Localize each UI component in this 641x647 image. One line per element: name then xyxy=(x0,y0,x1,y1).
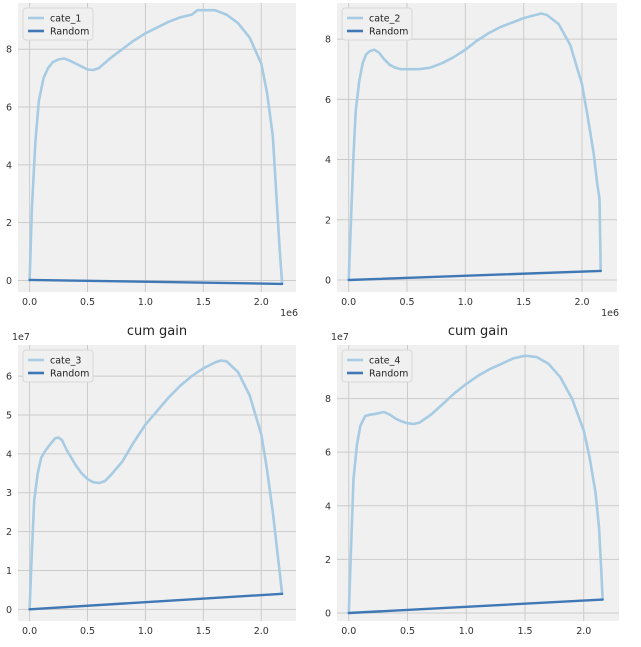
y-tick-label: 0 xyxy=(325,275,331,286)
series-line-random xyxy=(28,592,284,611)
legend-entry: cate_2 xyxy=(369,14,400,25)
y-tick-label: 1 xyxy=(6,566,12,577)
y-scale-label: 1e7 xyxy=(12,332,30,343)
x-tick-label: 0.0 xyxy=(341,297,356,308)
legend-entry: cate_1 xyxy=(50,14,81,25)
y-tick-label: 6 xyxy=(325,448,331,459)
x-tick-label: 1.0 xyxy=(138,297,153,308)
plot-area xyxy=(18,3,296,292)
x-tick-label: 0.0 xyxy=(341,626,356,637)
chart-panel-cate-2: 0.0 0.5 1.0 1.5 2.0 0 2 4 6 8 1e6 cate_2 Random xyxy=(321,0,641,318)
chart-panel-cate-1: 0.0 0.5 1.0 1.5 2.0 0 2 4 6 8 1e6 cate_1 Random xyxy=(0,0,320,318)
x-tick-label: 2.0 xyxy=(574,297,589,308)
plot-area xyxy=(337,345,619,621)
x-tick-label: 0.0 xyxy=(22,297,37,308)
y-tick-label: 0 xyxy=(6,276,12,287)
gridlines xyxy=(18,345,296,621)
legend-entry: Random xyxy=(50,27,89,38)
chart-svg: 0.0 0.5 1.0 1.5 2.0 0 2 4 6 8 1e7 cum gain cate_4 Ran… xyxy=(325,324,619,637)
series-line-cate-4 xyxy=(347,354,604,615)
y-tick-label: 4 xyxy=(6,160,12,171)
gridlines xyxy=(18,3,296,292)
y-tick-label: 4 xyxy=(325,501,331,512)
x-tick-label: 1.5 xyxy=(196,626,211,637)
x-tick-label: 2.0 xyxy=(254,297,269,308)
x-tick-label: 1.0 xyxy=(138,626,153,637)
x-scale-label: 1e6 xyxy=(601,308,619,318)
x-scale-label: 1e6 xyxy=(280,308,298,318)
y-tick-label: 3 xyxy=(6,488,12,499)
x-tick-label: 1.5 xyxy=(517,626,532,637)
legend-entry: cate_3 xyxy=(50,356,81,367)
series-line-random xyxy=(347,598,604,615)
y-tick-label: 6 xyxy=(6,103,12,114)
x-tick-label: 1.5 xyxy=(516,297,531,308)
y-tick-label: 6 xyxy=(325,95,331,106)
series-line-random xyxy=(28,278,284,286)
series-line-cate-2 xyxy=(347,12,603,282)
chart-title: cum gain xyxy=(448,324,508,339)
y-tick-label: 2 xyxy=(6,218,12,229)
x-tick-label: 1.0 xyxy=(458,297,473,308)
series-line-cate-1 xyxy=(28,8,284,285)
x-tick-label: 0.5 xyxy=(399,297,414,308)
x-tick-label: 2.0 xyxy=(254,626,269,637)
chart-svg: 0.0 0.5 1.0 1.5 2.0 0 2 4 6 8 1e6 cate_2 Random xyxy=(325,3,619,318)
plot-area xyxy=(18,345,296,621)
gridlines xyxy=(337,345,619,621)
chart-svg: 0.0 0.5 1.0 1.5 2.0 0 2 4 6 8 1e6 cate_1 Random xyxy=(6,3,298,318)
y-tick-label: 6 xyxy=(6,372,12,383)
x-tick-label: 1.0 xyxy=(459,626,474,637)
legend-entry: Random xyxy=(50,369,89,380)
chart-panel-cate-3: 0.0 0.5 1.0 1.5 2.0 0 1 2 3 4 5 6 1e7 cum gain cate_3 R… xyxy=(0,318,320,647)
y-tick-label: 2 xyxy=(6,527,12,538)
chart-panel-cate-4: 0.0 0.5 1.0 1.5 2.0 0 2 4 6 8 1e7 cum gain cate_4 Ran… xyxy=(321,318,641,647)
y-tick-label: 2 xyxy=(325,555,331,566)
x-tick-label: 2.0 xyxy=(576,626,591,637)
series-line-random xyxy=(347,269,602,282)
legend: cate_3 Random xyxy=(22,349,94,383)
legend: cate_2 Random xyxy=(341,7,413,41)
x-tick-label: 0.5 xyxy=(80,626,95,637)
y-tick-label: 8 xyxy=(325,394,331,405)
y-tick-label: 8 xyxy=(6,45,12,56)
y-scale-label: 1e7 xyxy=(331,332,349,343)
y-tick-label: 4 xyxy=(6,449,12,460)
legend-entry: Random xyxy=(369,27,408,38)
chart-title: cum gain xyxy=(127,324,187,339)
y-tick-label: 4 xyxy=(325,155,331,166)
plot-area xyxy=(337,3,617,292)
y-tick-label: 0 xyxy=(6,605,12,616)
x-tick-label: 1.5 xyxy=(196,297,211,308)
y-tick-label: 8 xyxy=(325,35,331,46)
series-line-cate-3 xyxy=(28,359,284,611)
legend: cate_1 Random xyxy=(22,7,94,41)
x-tick-label: 0.5 xyxy=(400,626,415,637)
chart-svg: 0.0 0.5 1.0 1.5 2.0 0 1 2 3 4 5 6 1e7 cum gain cate_3 R… xyxy=(6,324,296,637)
y-tick-label: 2 xyxy=(325,215,331,226)
x-tick-label: 0.0 xyxy=(22,626,37,637)
legend-entry: Random xyxy=(369,369,408,380)
x-tick-label: 0.5 xyxy=(80,297,95,308)
y-tick-label: 5 xyxy=(6,410,12,421)
legend: cate_4 Random xyxy=(341,349,413,383)
legend-entry: cate_4 xyxy=(369,356,400,367)
y-tick-label: 0 xyxy=(325,608,331,619)
